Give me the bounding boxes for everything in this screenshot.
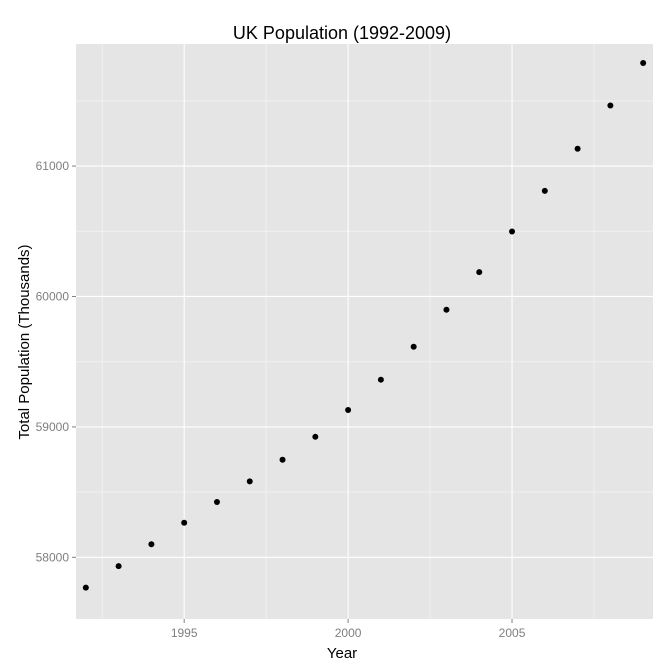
data-point [574, 145, 581, 152]
data-point [312, 433, 319, 440]
data-points [82, 60, 647, 591]
x-axis-label: Year [327, 645, 357, 662]
data-point [443, 306, 450, 313]
data-point [82, 584, 89, 591]
x-axis-ticks: 1995 2000 2005 [171, 619, 526, 640]
plot-panel [76, 44, 653, 619]
y-axis-label: Total Population (Thousands) [16, 244, 33, 439]
data-point [345, 406, 352, 413]
data-point [509, 228, 516, 235]
x-tick-label: 2005 [499, 626, 526, 640]
minor-gridlines [76, 44, 653, 619]
chart-title: UK Population (1992-2009) [233, 23, 451, 43]
y-tick-label: 61000 [36, 159, 70, 173]
data-point [476, 269, 483, 276]
data-point [246, 478, 253, 485]
data-point [181, 519, 188, 526]
major-gridlines [76, 44, 653, 619]
data-point [213, 499, 220, 506]
y-axis-ticks: 58000 59000 60000 61000 [36, 159, 76, 564]
x-tick-label: 1995 [171, 626, 198, 640]
y-tick-label: 58000 [36, 550, 70, 564]
data-point [148, 541, 155, 548]
data-point [410, 343, 417, 350]
data-point [279, 456, 286, 463]
data-point [541, 187, 548, 194]
x-tick-label: 2000 [335, 626, 362, 640]
y-tick-label: 60000 [36, 289, 70, 303]
data-point [377, 376, 384, 383]
y-tick-label: 59000 [36, 420, 70, 434]
data-point [115, 563, 122, 570]
data-point [640, 60, 647, 67]
data-point [607, 102, 614, 109]
